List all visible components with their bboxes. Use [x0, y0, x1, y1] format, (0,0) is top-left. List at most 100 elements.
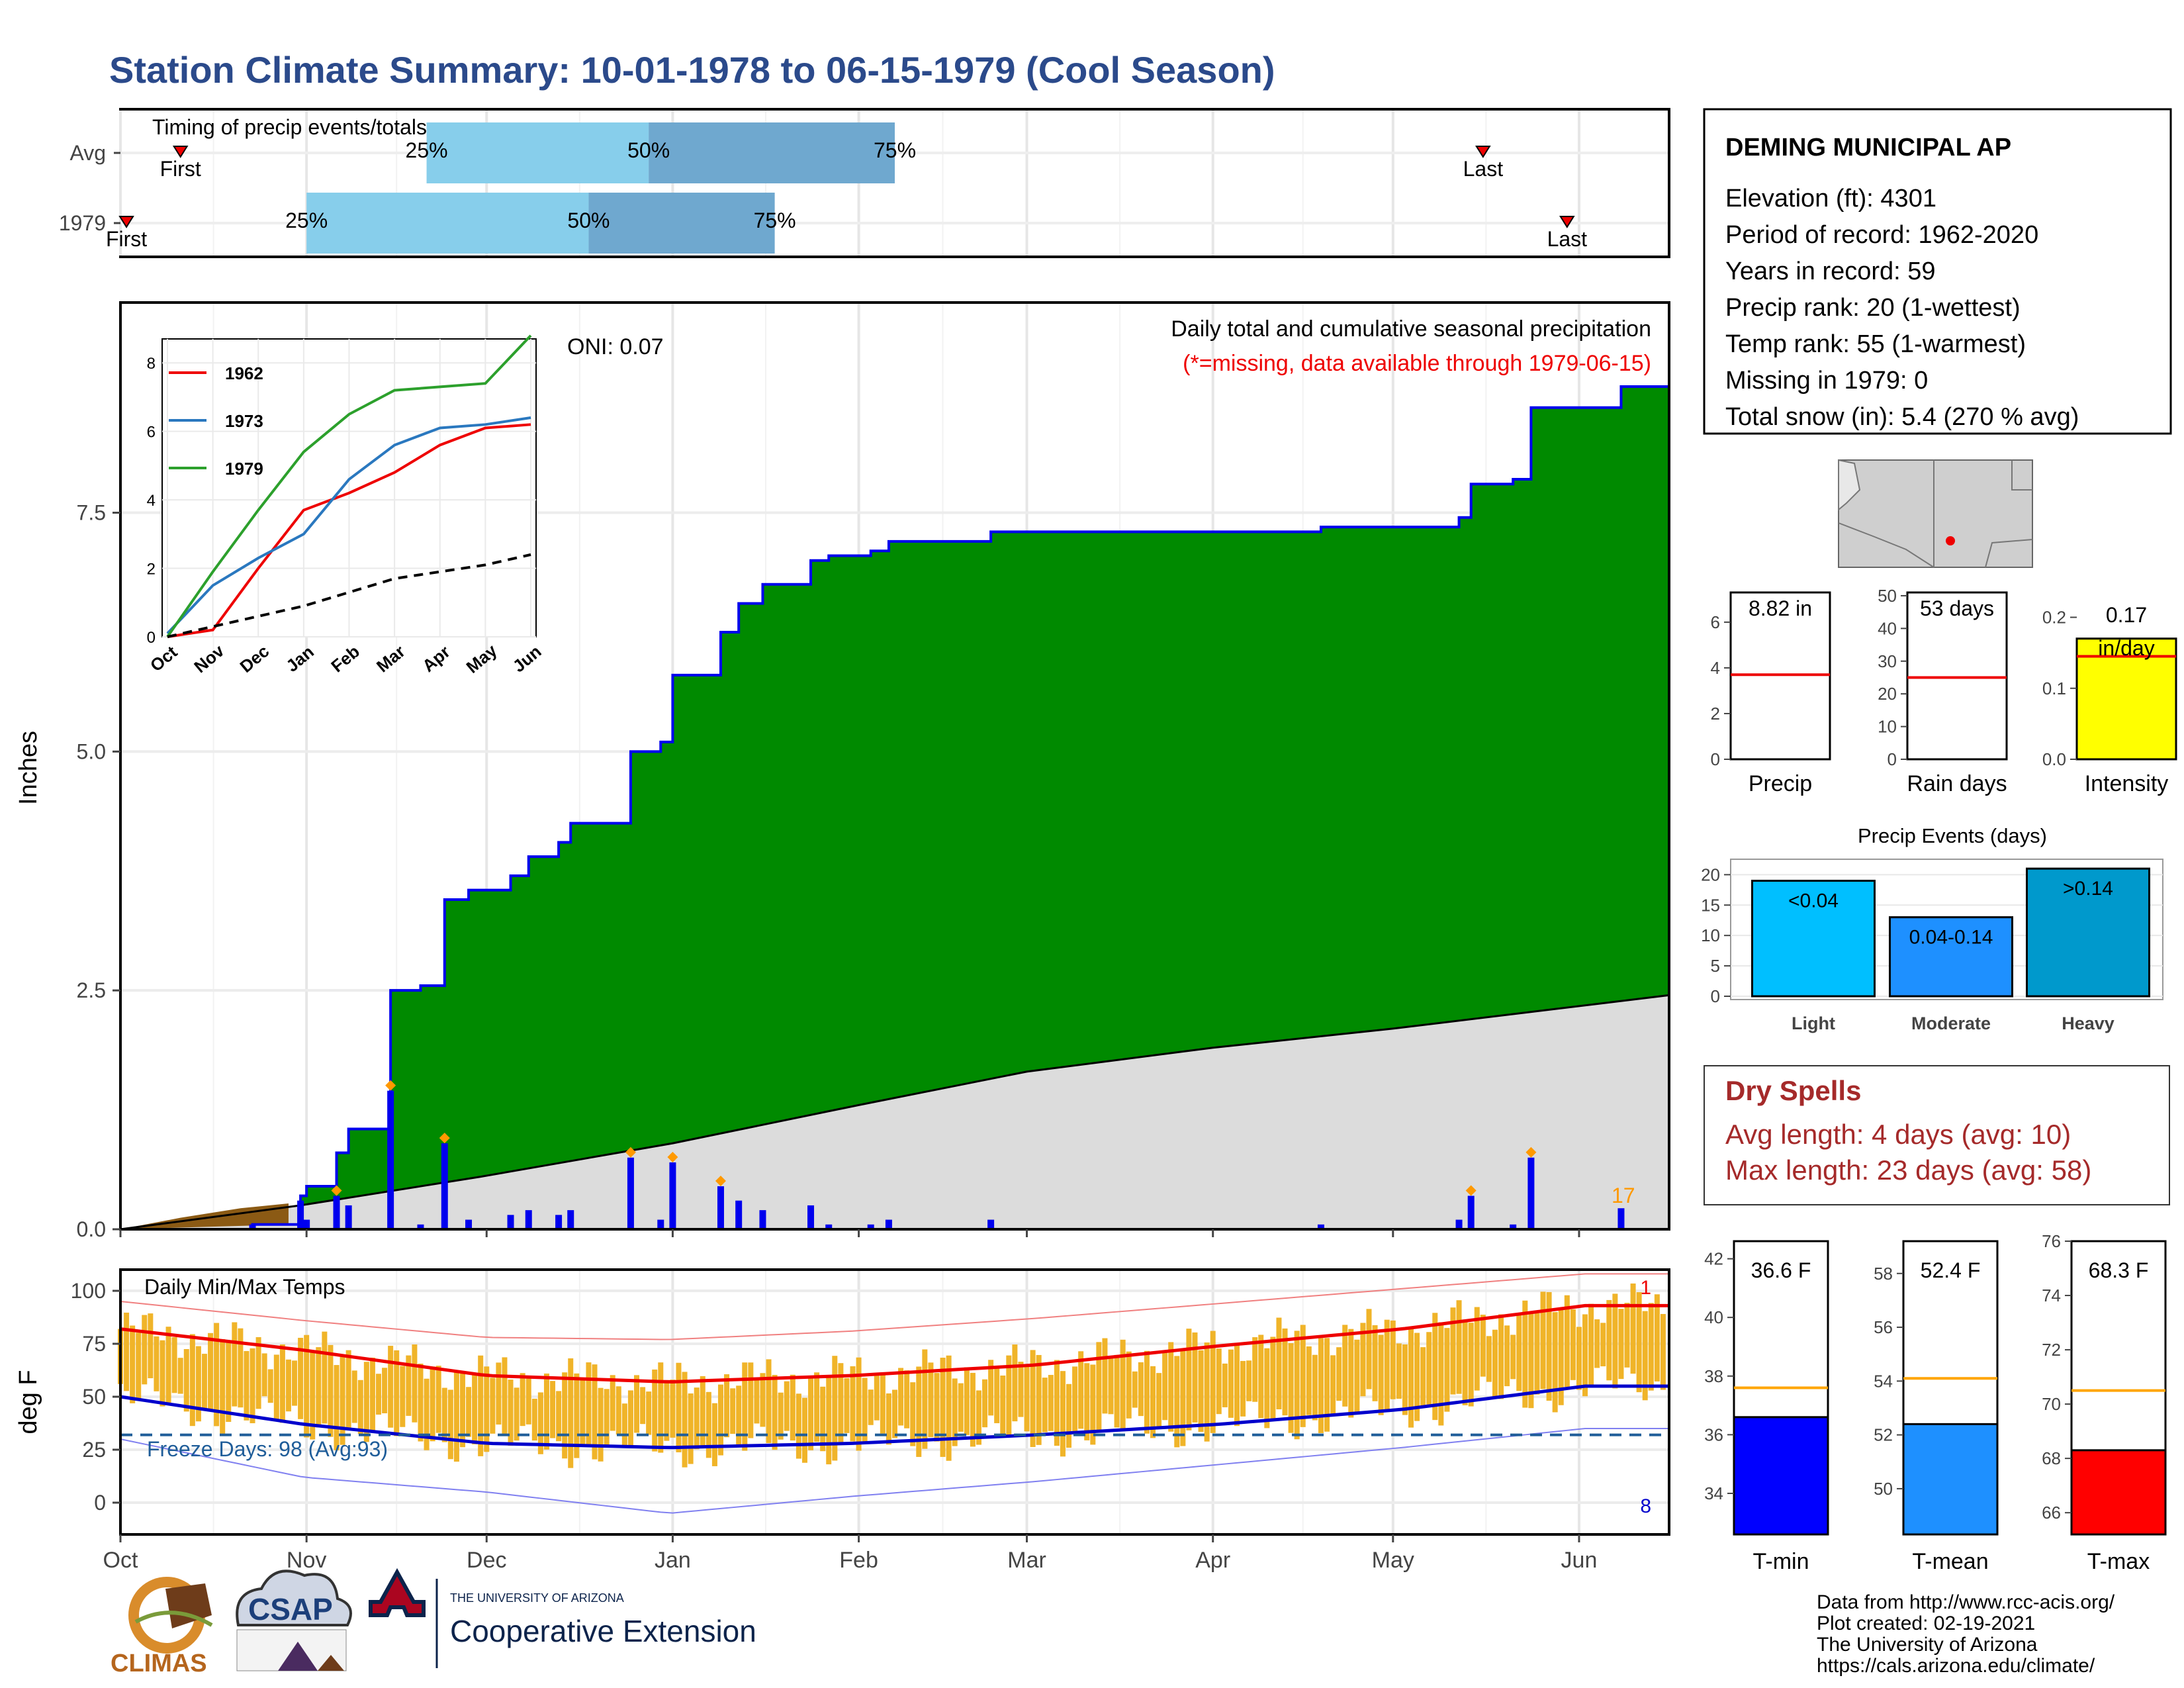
daily-temp-bar [388, 1346, 394, 1428]
daily-temp-bar [525, 1378, 531, 1425]
daily-temp-bar [820, 1386, 826, 1452]
daily-temp-bar [615, 1386, 621, 1435]
timing-bar-25-50 [426, 122, 649, 183]
freeze-days-label: Freeze Days: 98 (Avg:93) [147, 1437, 388, 1461]
timing-marker-label: First [160, 157, 201, 181]
daily-temp-bar [285, 1359, 291, 1412]
daily-temp-bar [574, 1373, 580, 1458]
daily-temp-bar [970, 1372, 976, 1447]
daily-temp-bar [1408, 1327, 1414, 1428]
daily-temp-bar [1360, 1323, 1366, 1397]
daily-temp-bar [1012, 1344, 1018, 1422]
events-chart: 0 5 10 15 20 <0.04 Light 0.04-0.14 Moderate >0.14… [1701, 865, 2163, 1033]
summary-y-tick-label: 10 [1878, 717, 1897, 737]
y-tick-label: 100 [71, 1279, 106, 1303]
daily-temp-bar [1240, 1360, 1246, 1417]
daily-precip-bar [867, 1224, 874, 1229]
daily-temp-bar [742, 1362, 748, 1451]
daily-temp-bar [910, 1382, 916, 1446]
daily-temp-bar [1576, 1327, 1582, 1390]
events-title: Precip Events (days) [1858, 824, 2047, 847]
daily-temp-bar [435, 1366, 441, 1433]
daily-precip-bar [1510, 1224, 1517, 1229]
daily-temp-bar [255, 1336, 261, 1409]
daily-temp-bar [1078, 1351, 1084, 1429]
precip-y-axis: 0.0 2.5 5.0 7.5 [77, 501, 1580, 1241]
daily-temp-bar [1540, 1291, 1546, 1389]
y-tick-label: 50 [82, 1385, 106, 1409]
daily-precip-bar [303, 1219, 310, 1229]
daily-temp-bar [688, 1393, 694, 1464]
station-line: Missing in 1979: 0 [1725, 367, 1928, 395]
daily-temp-bar [976, 1390, 981, 1445]
timing-pct-label: 25% [406, 138, 448, 162]
daily-temp-bar [874, 1374, 880, 1421]
temp-panel: 0 25 50 75 100 deg F Daily Min/Max Temps Fre… [15, 1268, 1670, 1573]
daily-temp-bar [1378, 1335, 1384, 1415]
snow-marker [1525, 1147, 1537, 1158]
event-bar-moderate [1889, 916, 2013, 998]
daily-temp-bar [1558, 1309, 1564, 1405]
daily-precip-bar [249, 1224, 256, 1229]
temp-summary-y-tick-label: 76 [2042, 1231, 2061, 1251]
temp-summary-x-label: T-mean [1912, 1549, 1988, 1574]
y-tick-label: 0.0 [77, 1217, 106, 1241]
summary-y-tick-label: 40 [1878, 618, 1897, 638]
daily-temp-bar [1600, 1323, 1606, 1367]
temp-summary-bar-t-mean [1902, 1423, 1999, 1536]
month-label: Nov [287, 1548, 326, 1573]
daily-temp-bar [610, 1375, 615, 1431]
daily-temp-bar [195, 1346, 201, 1422]
credits: Data from http://www.rcc-acis.org/ Plot … [1817, 1591, 2115, 1677]
temp-summary-y-tick-label: 70 [2042, 1394, 2061, 1414]
snow-marker [667, 1151, 678, 1162]
month-label: Mar [1007, 1548, 1046, 1573]
precip-daily-bars [249, 1080, 1625, 1229]
daily-temp-bar [1570, 1309, 1576, 1380]
summary-y-tick-label: 50 [1878, 586, 1897, 606]
timing-pct-label: 50% [627, 138, 670, 162]
daily-precip-bar [627, 1157, 634, 1229]
daily-precip-bar [387, 1090, 394, 1229]
daily-temp-bar [310, 1352, 316, 1440]
daily-temp-bar [1222, 1363, 1228, 1407]
temp-summary-y-tick-label: 50 [1874, 1479, 1893, 1499]
daily-temp-bar [1066, 1383, 1072, 1448]
temp-daily-bars [118, 1283, 1666, 1468]
daily-temp-bar [1582, 1314, 1588, 1397]
temp-summary-y-tick-label: 74 [2042, 1286, 2061, 1305]
daily-temp-bar [382, 1368, 388, 1414]
y-tick-label: 5.0 [77, 739, 106, 763]
daily-temp-bar [1024, 1366, 1030, 1432]
daily-temp-bar [1528, 1313, 1534, 1409]
daily-temp-bar [880, 1374, 886, 1434]
daily-temp-bar [459, 1372, 465, 1448]
summary-y-tick-label: 2 [1711, 704, 1720, 724]
daily-temp-bar [424, 1378, 430, 1450]
daily-temp-bar [736, 1385, 742, 1446]
daily-temp-bar [946, 1355, 952, 1461]
daily-temp-bar [201, 1354, 207, 1409]
event-category-label: Light [1792, 1013, 1835, 1033]
inset-y-tick-label: 2 [147, 561, 156, 579]
daily-temp-bar [1486, 1336, 1492, 1382]
daily-temp-bar [1522, 1300, 1528, 1408]
daily-temp-bar [556, 1391, 562, 1442]
daily-temp-bar [1396, 1343, 1402, 1399]
timing-pct-label: 25% [285, 209, 328, 232]
daily-precip-bar [1455, 1219, 1463, 1229]
daily-temp-bar [886, 1393, 891, 1445]
daily-temp-bar [801, 1397, 807, 1463]
daily-temp-bar [394, 1350, 400, 1436]
ua-line1: THE UNIVERSITY OF ARIZONA [450, 1591, 624, 1605]
daily-temp-bar [292, 1360, 298, 1406]
y-tick-label: 7.5 [77, 501, 106, 525]
daily-temp-bar [1606, 1299, 1612, 1381]
temp-summary-x-label: T-max [2087, 1549, 2150, 1574]
daily-temp-bar [916, 1366, 922, 1457]
daily-precip-bar [759, 1210, 766, 1229]
station-line: Period of record: 1962-2020 [1725, 221, 2038, 249]
daily-temp-bar [754, 1380, 760, 1424]
